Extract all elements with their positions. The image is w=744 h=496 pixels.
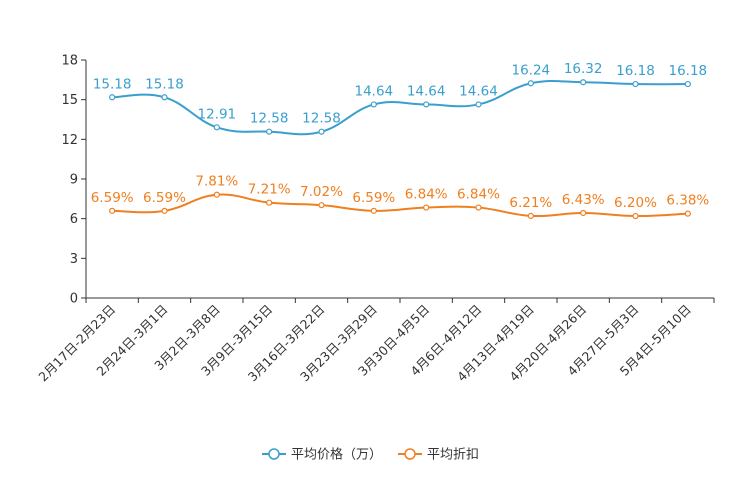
data-label: 15.18 (93, 76, 132, 92)
data-label: 7.02% (300, 184, 343, 200)
data-point (632, 212, 639, 220)
y-tick-label: 18 (61, 54, 78, 69)
data-point (161, 207, 168, 214)
data-label: 6.21% (509, 195, 552, 211)
y-tick-label: 15 (61, 93, 78, 108)
y-tick-label: 3 (70, 252, 78, 267)
data-label: 12.91 (198, 106, 237, 122)
legend-marker (268, 448, 280, 460)
y-tick-label: 9 (70, 173, 78, 188)
legend-label: 平均折扣 (427, 448, 479, 463)
data-point (580, 79, 587, 86)
data-label: 15.18 (145, 76, 184, 92)
series-1: 15.18 15.18 12.91 12.58 12.58 14.64 14.64 14.64… (93, 61, 708, 136)
data-point (632, 80, 639, 88)
data-point (109, 207, 116, 214)
data-point (266, 199, 273, 206)
data-point (370, 101, 377, 108)
data-point (527, 80, 534, 87)
data-label: 12.58 (302, 111, 341, 127)
data-label: 16.18 (669, 63, 708, 79)
chart-legend[interactable]: 平均价格（万） 平均折扣 (262, 447, 479, 463)
data-point (161, 94, 168, 101)
data-point (213, 191, 220, 198)
series-layer: 15.18 15.18 12.91 12.58 12.58 14.64 14.64 14.64… (91, 61, 709, 220)
data-point (423, 101, 430, 108)
data-label: 6.20% (614, 195, 657, 211)
data-label: 16.32 (564, 61, 603, 77)
data-label: 12.58 (250, 111, 289, 127)
data-point (684, 80, 691, 88)
data-point (266, 128, 273, 135)
data-label: 14.64 (355, 83, 394, 99)
y-tick-label: 12 (61, 133, 78, 148)
data-label: 16.24 (512, 62, 551, 78)
data-point (475, 204, 482, 211)
data-label: 16.18 (616, 63, 655, 79)
data-label: 14.64 (459, 83, 498, 99)
y-tick-label: 6 (70, 212, 78, 227)
series-line (112, 193, 688, 218)
data-point (370, 207, 377, 214)
data-point (213, 124, 220, 131)
data-point (318, 128, 325, 135)
data-point (580, 209, 587, 217)
data-point (527, 212, 534, 219)
series-line (112, 79, 688, 136)
legend-item-2[interactable]: 平均折扣 (398, 448, 479, 463)
data-point (318, 202, 325, 209)
data-label: 7.81% (195, 174, 238, 190)
data-label: 6.84% (405, 187, 448, 203)
data-label: 6.38% (666, 193, 709, 209)
data-label: 6.59% (143, 190, 186, 206)
data-label: 14.64 (407, 83, 446, 99)
data-label: 6.84% (457, 187, 500, 203)
data-label: 7.21% (248, 182, 291, 198)
series-2: 6.59% 6.59% 7.81% 7.21% 7.02% 6.59% 6.84% 6.84%… (91, 174, 709, 220)
data-point (423, 204, 430, 211)
data-point (475, 101, 482, 108)
data-label: 6.59% (91, 190, 134, 206)
data-point (684, 210, 691, 217)
legend-marker (404, 448, 416, 460)
y-tick-label: 0 (70, 292, 78, 307)
legend-label: 平均价格（万） (291, 447, 382, 463)
legend-item-1[interactable]: 平均价格（万） (262, 447, 382, 463)
data-point (109, 94, 116, 101)
data-label: 6.43% (562, 192, 605, 208)
data-label: 6.59% (352, 190, 395, 206)
